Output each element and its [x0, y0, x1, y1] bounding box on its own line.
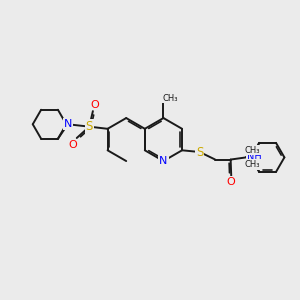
Text: CH₃: CH₃	[162, 94, 178, 103]
Text: N: N	[64, 119, 72, 129]
Text: S: S	[85, 120, 93, 133]
Text: S: S	[196, 146, 203, 158]
Text: N: N	[159, 156, 168, 166]
Text: CH₃: CH₃	[244, 160, 260, 169]
Text: O: O	[90, 100, 99, 110]
Text: O: O	[69, 140, 78, 150]
Text: O: O	[227, 177, 236, 187]
Text: NH: NH	[247, 152, 262, 162]
Text: CH₃: CH₃	[244, 146, 260, 155]
